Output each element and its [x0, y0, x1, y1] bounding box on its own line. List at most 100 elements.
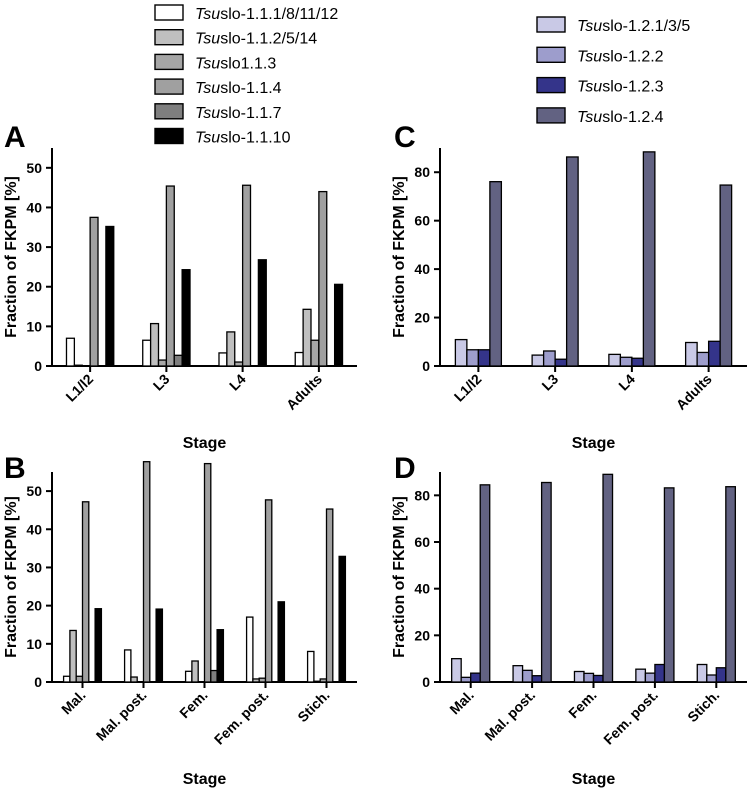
legend-right-entry: Tsuslo-1.2.3 [536, 76, 664, 96]
legend-label-prefix: Tsu [195, 6, 220, 23]
legend-label-prefix: Tsu [577, 109, 602, 126]
bar-d-4-1 [706, 674, 717, 683]
bar-d-4-2 [715, 667, 727, 683]
legend-swatch [154, 53, 184, 71]
legend-label-prefix: Tsu [195, 80, 220, 97]
y-tick-label: 80 [414, 487, 430, 503]
bar-a-1-4 [173, 354, 183, 367]
x-tick-label: L1/l2 [62, 371, 96, 405]
bar-d-0-0 [451, 658, 462, 683]
x-axis-title: Stage [572, 435, 616, 452]
y-tick-label: 0 [34, 358, 42, 374]
bar-b-4-3 [325, 508, 334, 683]
bar-b-0-2 [75, 675, 84, 683]
bar-b-4-5 [338, 555, 347, 683]
bar-d-4-0 [696, 663, 708, 683]
legend-left-entry: Tsuslo-1.1.7 [154, 103, 282, 122]
legend-label: Tsuslo-1.2.4 [577, 109, 664, 126]
legend-label: Tsuslo-1.1.10 [195, 130, 291, 147]
bar-b-4-2 [319, 678, 328, 683]
bar-a-3-0 [294, 351, 304, 367]
legend-label-suffix: slo-1.1.2/5/14 [220, 31, 317, 48]
x-tick-label: Fem. post. [600, 687, 661, 748]
bar-a-1-5 [181, 269, 191, 367]
bar-c-3-1 [696, 351, 710, 367]
bar-b-3-2 [258, 677, 267, 683]
legend-label: Tsuslo-1.2.2 [577, 48, 664, 65]
bar-a-1-3 [165, 185, 175, 367]
bar-a-1-0 [142, 339, 152, 367]
y-tick-label: 30 [26, 559, 42, 575]
legend-left: Tsuslo-1.1.1/8/11/12Tsuslo-1.1.2/5/14Tsu… [154, 4, 338, 147]
legend-swatch [154, 103, 184, 120]
x-tick-label: Adults [673, 371, 715, 413]
legend-swatch [154, 29, 184, 46]
bar-a-2-0 [218, 352, 228, 367]
bar-c-0-0 [454, 338, 468, 367]
y-tick-label: 10 [26, 636, 42, 652]
bar-c-2-3 [642, 151, 656, 367]
y-tick-label: 50 [26, 483, 42, 499]
legend-label-suffix: slo-1.1.7 [220, 105, 281, 122]
legend-label: Tsuslo-1.1.4 [195, 80, 282, 97]
x-tick-label: Fem. [176, 687, 210, 721]
bar-c-2-1 [619, 356, 633, 367]
chart-panels: A 0 10 20 30 40 50 Fraction of FKPM [%] L1/l2 L3 L… [3, 121, 747, 788]
legend-label-suffix: slo-1.2.3 [602, 79, 663, 96]
panel-d: D 0 20 40 60 80 Fraction of FKPM [%] Mal. Mal. p… [391, 452, 747, 788]
panel-a: A 0 10 20 30 40 50 Fraction of FKPM [%] L1/l2 L3 L… [3, 121, 357, 452]
x-tick-label: Fem. post. [211, 687, 272, 748]
legend-right-entry: Tsuslo-1.2.4 [536, 107, 664, 126]
bar-c-1-2 [554, 358, 568, 367]
x-tick-label: L4 [226, 371, 249, 394]
y-tick-label: 20 [26, 279, 42, 295]
legend-right: Tsuslo-1.2.1/3/5Tsuslo-1.2.2Tsuslo-1.2.3… [536, 16, 690, 126]
bar-c-0-2 [477, 349, 491, 367]
bar-b-4-1 [313, 680, 321, 683]
legend-left-entry: Tsuslo-1.1.4 [154, 78, 282, 97]
y-tick-label: 20 [26, 598, 42, 614]
legend-label: Tsuslo-1.1.1/8/11/12 [195, 6, 338, 23]
bar-c-0-3 [489, 181, 503, 367]
bar-b-2-5 [216, 629, 225, 683]
legend-label-suffix: slo-1.2.4 [602, 109, 663, 126]
y-tick-label: 0 [422, 674, 430, 690]
bar-b-2-0 [184, 670, 193, 683]
legend-label-prefix: Tsu [577, 18, 602, 35]
bar-a-0-5 [105, 225, 115, 367]
legend-label-prefix: Tsu [195, 130, 220, 147]
bar-a-0-1 [73, 364, 83, 367]
bar-a-0-0 [65, 337, 76, 367]
y-tick-label: 10 [26, 318, 42, 334]
y-tick-label: 0 [422, 358, 430, 374]
bar-d-1-1 [521, 669, 533, 683]
bar-a-1-2 [157, 359, 168, 367]
bar-b-0-1 [69, 629, 77, 683]
bar-c-1-3 [565, 156, 579, 367]
legend-label-prefix: Tsu [577, 79, 602, 96]
y-tick-label: 50 [26, 160, 42, 176]
y-tick-label: 40 [26, 521, 42, 537]
x-tick-label: Adults [283, 371, 325, 413]
legend-swatch [536, 76, 566, 94]
bar-d-3-2 [654, 663, 666, 683]
legend-left-entry: Tsuslo-1.1.2/5/14 [154, 29, 317, 48]
x-tick-label: Mal. post. [93, 687, 150, 744]
bar-a-1-1 [149, 322, 160, 367]
bar-d-2-0 [573, 670, 585, 683]
bar-b-1-1 [130, 676, 138, 683]
legend-label-prefix: Tsu [577, 48, 602, 65]
legend-label: Tsuslo-1.2.3 [577, 79, 664, 96]
legend-label-suffix: slo-1.1.10 [220, 130, 290, 147]
legend-label-prefix: Tsu [195, 105, 220, 122]
legend-label-prefix: Tsu [195, 31, 220, 48]
y-axis-title: Fraction of FKPM [%] [3, 496, 20, 658]
x-tick-label: Mal. post. [481, 687, 538, 744]
bar-d-0-2 [470, 672, 481, 683]
bar-d-1-2 [531, 675, 543, 683]
legend-label-suffix: slo-1.2.1/3/5 [602, 18, 690, 35]
legend-right-entry: Tsuslo-1.2.1/3/5 [536, 16, 690, 35]
bar-c-2-0 [608, 353, 622, 367]
bar-a-0-3 [89, 216, 99, 367]
bar-d-2-1 [583, 672, 595, 683]
